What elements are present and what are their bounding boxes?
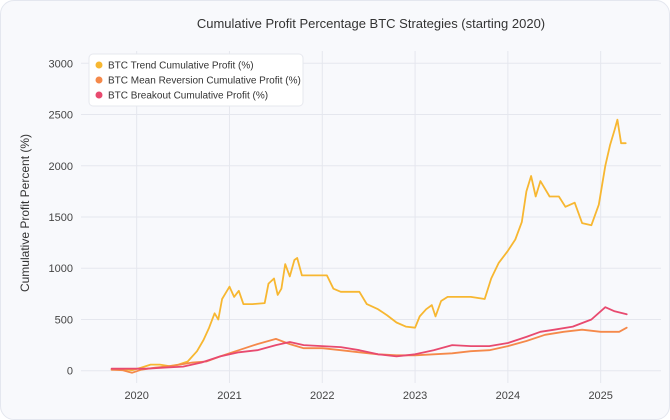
y-tick-label: 3000 (49, 58, 73, 70)
series-lines (110, 118, 628, 374)
x-tick-label: 2025 (588, 390, 612, 402)
series-line-1 (110, 118, 627, 372)
y-tick-label: 2500 (49, 110, 73, 122)
y-tick-label: 1000 (49, 263, 73, 275)
legend-box (88, 53, 304, 107)
y-tick-label: 2000 (49, 161, 73, 173)
y-tick-label: 1500 (49, 212, 73, 224)
y-tick-label: 500 (55, 314, 73, 326)
legend: BTC Trend Cumulative Profit (%) BTC Mean … (88, 53, 304, 107)
x-tick-label: 2020 (124, 390, 148, 402)
legend-entry: BTC Breakout Cumulative Profit (%) (108, 91, 268, 102)
grid-lines (81, 51, 661, 383)
legend-entry: BTC Mean Reversion Cumulative Profit (%) (108, 76, 301, 87)
x-tick-label: 2024 (496, 390, 520, 402)
x-tick-label: 2023 (403, 390, 427, 402)
legend-marker (95, 76, 103, 84)
x-tick-label: 2022 (310, 390, 334, 402)
y-axis-label: Cumulative Profit Percent (%) (18, 134, 32, 292)
x-tick-label: 2021 (217, 390, 241, 402)
legend-marker (95, 61, 103, 69)
legend-marker (95, 91, 103, 99)
series-line-3 (110, 306, 628, 370)
legend-entry: BTC Trend Cumulative Profit (%) (108, 61, 254, 72)
series-line-2 (110, 326, 628, 374)
chart-title: Cumulative Profit Percentage BTC Strateg… (197, 16, 545, 31)
y-tick-label: 0 (67, 366, 73, 378)
x-tick-labels: 2020 2021 2022 2023 2024 2025 (124, 390, 612, 402)
y-tick-labels: 0 500 1000 1500 2000 2500 3000 (49, 58, 73, 377)
